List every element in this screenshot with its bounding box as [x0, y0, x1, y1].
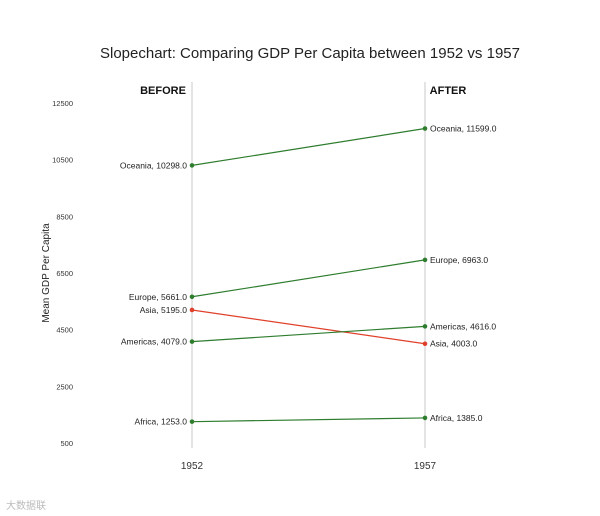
series-lines: Oceania, 10298.0 Oceania, 11599.0 Europe, … — [120, 124, 497, 427]
y-tick-label: 10500 — [52, 156, 73, 165]
point-americas-1957 — [422, 324, 428, 329]
label-africa-1957: Africa, 1385.0 — [430, 413, 483, 423]
slope-line-oceania — [191, 127, 426, 166]
label-africa-1952: Africa, 1253.0 — [135, 417, 188, 427]
y-axis-label: Mean GDP Per Capita — [41, 223, 52, 323]
slope-line-asia — [191, 309, 426, 345]
point-asia-1957 — [422, 341, 428, 347]
label-oceania-1952: Oceania, 10298.0 — [120, 160, 187, 170]
point-europe-1957 — [422, 257, 428, 263]
point-africa-1957 — [422, 415, 428, 421]
chart-title: Slopechart: Comparing GDP Per Capita bet… — [100, 45, 520, 62]
x-tick-label: 1952 — [181, 461, 204, 472]
slope-line-europe — [191, 259, 426, 298]
point-oceania-1957 — [422, 126, 428, 131]
label-europe-1952: Europe, 5661.0 — [129, 292, 187, 302]
point-asia-1952 — [189, 307, 195, 313]
point-europe-1952 — [189, 294, 195, 300]
before-header: BEFORE — [140, 85, 186, 97]
label-americas-1957: Americas, 4616.0 — [430, 321, 496, 331]
point-oceania-1952 — [189, 163, 195, 168]
label-asia-1957: Asia, 4003.0 — [430, 339, 478, 349]
slope-line-americas — [191, 325, 426, 343]
label-asia-1952: Asia, 5195.0 — [140, 305, 188, 315]
y-axis-ticks: 500 2500 4500 6500 8500 10500 12500 — [52, 99, 73, 448]
point-americas-1952 — [189, 339, 195, 344]
after-header: AFTER — [430, 85, 467, 97]
x-axis-ticks: 1952 1957 — [181, 461, 437, 472]
label-europe-1957: Europe, 6963.0 — [430, 255, 488, 265]
y-tick-label: 12500 — [52, 99, 73, 108]
y-tick-label: 4500 — [56, 326, 73, 335]
y-tick-label: 500 — [60, 439, 73, 448]
y-tick-label: 6500 — [56, 269, 73, 278]
x-tick-label: 1957 — [414, 461, 437, 472]
label-americas-1952: Americas, 4079.0 — [121, 337, 187, 347]
label-oceania-1957: Oceania, 11599.0 — [430, 124, 497, 134]
slope-line-africa — [191, 417, 426, 423]
y-tick-label: 2500 — [56, 382, 73, 391]
watermark: 大数据联 — [6, 501, 46, 512]
vertical-guides — [191, 82, 426, 448]
point-africa-1952 — [189, 419, 195, 424]
y-tick-label: 8500 — [56, 212, 73, 221]
